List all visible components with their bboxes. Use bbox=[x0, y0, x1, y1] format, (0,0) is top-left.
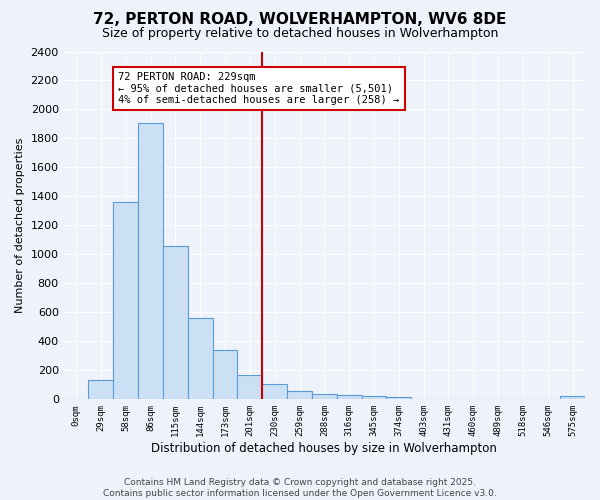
Bar bbox=[188, 318, 212, 400]
Bar bbox=[411, 398, 436, 400]
Bar bbox=[138, 122, 163, 400]
Bar bbox=[386, 397, 411, 400]
Text: Contains HM Land Registry data © Crown copyright and database right 2025.
Contai: Contains HM Land Registry data © Crown c… bbox=[103, 478, 497, 498]
Bar bbox=[212, 350, 238, 400]
X-axis label: Distribution of detached houses by size in Wolverhampton: Distribution of detached houses by size … bbox=[151, 442, 497, 455]
Bar bbox=[337, 395, 362, 400]
Y-axis label: Number of detached properties: Number of detached properties bbox=[15, 138, 25, 313]
Bar bbox=[362, 396, 386, 400]
Bar bbox=[113, 202, 138, 400]
Bar bbox=[461, 398, 485, 400]
Bar bbox=[312, 394, 337, 400]
Text: 72 PERTON ROAD: 229sqm
← 95% of detached houses are smaller (5,501)
4% of semi-d: 72 PERTON ROAD: 229sqm ← 95% of detached… bbox=[118, 72, 400, 105]
Text: Size of property relative to detached houses in Wolverhampton: Size of property relative to detached ho… bbox=[102, 28, 498, 40]
Bar bbox=[163, 246, 188, 400]
Bar bbox=[88, 380, 113, 400]
Bar bbox=[238, 376, 262, 400]
Bar bbox=[287, 392, 312, 400]
Text: 72, PERTON ROAD, WOLVERHAMPTON, WV6 8DE: 72, PERTON ROAD, WOLVERHAMPTON, WV6 8DE bbox=[94, 12, 506, 28]
Bar bbox=[262, 384, 287, 400]
Bar bbox=[560, 396, 585, 400]
